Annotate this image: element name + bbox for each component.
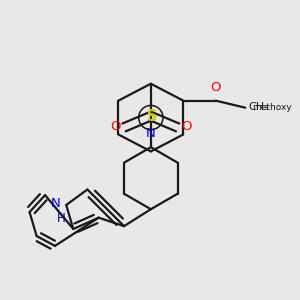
Text: S: S bbox=[147, 109, 158, 124]
Text: methoxy: methoxy bbox=[252, 103, 292, 112]
Text: H: H bbox=[57, 212, 65, 225]
Text: CH₃: CH₃ bbox=[249, 102, 269, 112]
Text: O: O bbox=[110, 119, 121, 133]
Text: O: O bbox=[210, 81, 221, 94]
Text: N: N bbox=[146, 127, 156, 140]
Text: N: N bbox=[51, 197, 61, 210]
Text: O: O bbox=[181, 119, 191, 133]
